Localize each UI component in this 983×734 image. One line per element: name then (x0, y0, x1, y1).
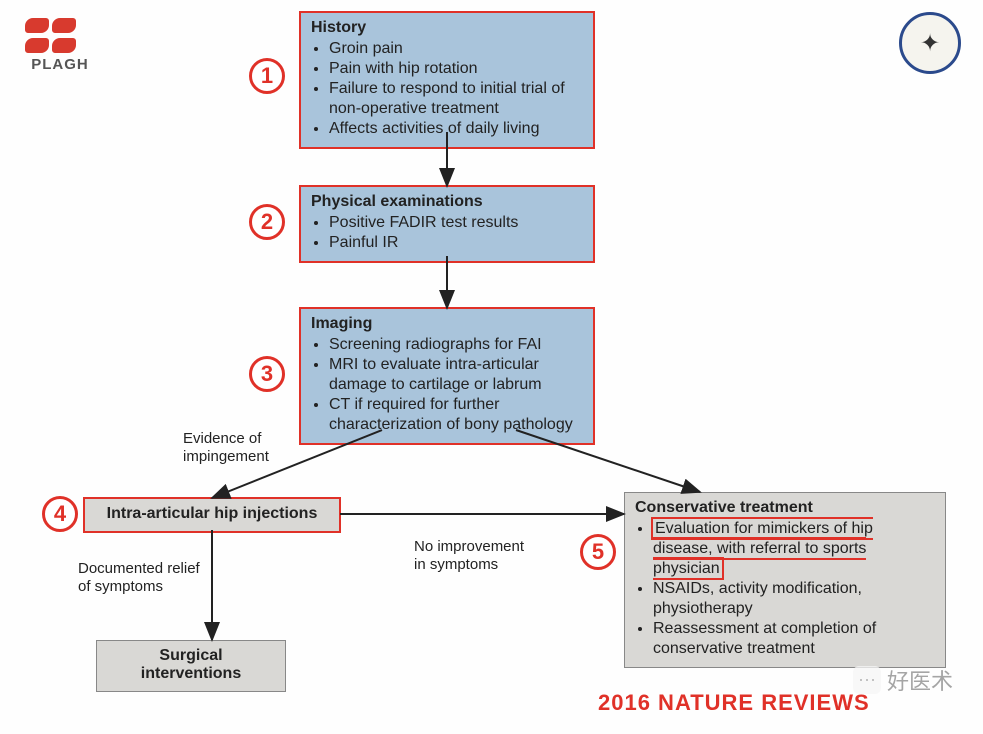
node-history: History Groin painPain with hip rotationF… (300, 12, 594, 148)
node-conservative: Conservative treatment Evaluation for mim… (624, 492, 946, 668)
node-items: Evaluation for mimickers of hip disease,… (635, 519, 935, 659)
list-item: Positive FADIR test results (329, 213, 583, 233)
node-title: Imaging (311, 315, 583, 333)
node-title: Physical examinations (311, 193, 583, 211)
list-item: Pain with hip rotation (329, 59, 583, 79)
step-number-injections: 4 (42, 496, 78, 532)
node-items: Groin painPain with hip rotationFailure … (311, 39, 583, 139)
list-item: Screening radiographs for FAI (329, 335, 583, 355)
edge-label: Documented reliefof symptoms (78, 560, 200, 596)
list-item: Painful IR (329, 233, 583, 253)
node-title: Intra-articular hip injections (95, 505, 329, 523)
edge-label: No improvementin symptoms (414, 538, 524, 574)
list-item: NSAIDs, activity modification, physiothe… (653, 579, 935, 619)
node-physex: Physical examinations Positive FADIR test… (300, 186, 594, 262)
node-title: Conservative treatment (635, 499, 935, 517)
node-items: Screening radiographs for FAIMRI to eval… (311, 335, 583, 435)
step-number-physex: 2 (249, 204, 285, 240)
node-items: Positive FADIR test resultsPainful IR (311, 213, 583, 253)
list-item: MRI to evaluate intra-articular damage t… (329, 355, 583, 395)
list-item: Failure to respond to initial trial of n… (329, 79, 583, 119)
watermark-text: 好医术 (887, 664, 953, 696)
source-citation: 2016 NATURE REVIEWS (598, 690, 870, 716)
step-number-conservative: 5 (580, 534, 616, 570)
list-item: CT if required for further characterizat… (329, 395, 583, 435)
wechat-icon: ⋯ (853, 666, 881, 694)
node-title: Surgical interventions (107, 647, 275, 683)
flowchart-canvas: History Groin painPain with hip rotationF… (0, 0, 983, 734)
node-surgical: Surgical interventions (96, 640, 286, 692)
list-item: Reassessment at completion of conservati… (653, 619, 935, 659)
list-item: Affects activities of daily living (329, 119, 583, 139)
edge-label: Evidence ofimpingement (183, 430, 269, 466)
node-imaging: Imaging Screening radiographs for FAIMRI … (300, 308, 594, 444)
node-injections: Intra-articular hip injections (84, 498, 340, 532)
list-item: Evaluation for mimickers of hip disease,… (653, 519, 935, 579)
node-title: History (311, 19, 583, 37)
step-number-imaging: 3 (249, 356, 285, 392)
watermark: ⋯ 好医术 (853, 664, 953, 696)
step-number-history: 1 (249, 58, 285, 94)
list-item: Groin pain (329, 39, 583, 59)
